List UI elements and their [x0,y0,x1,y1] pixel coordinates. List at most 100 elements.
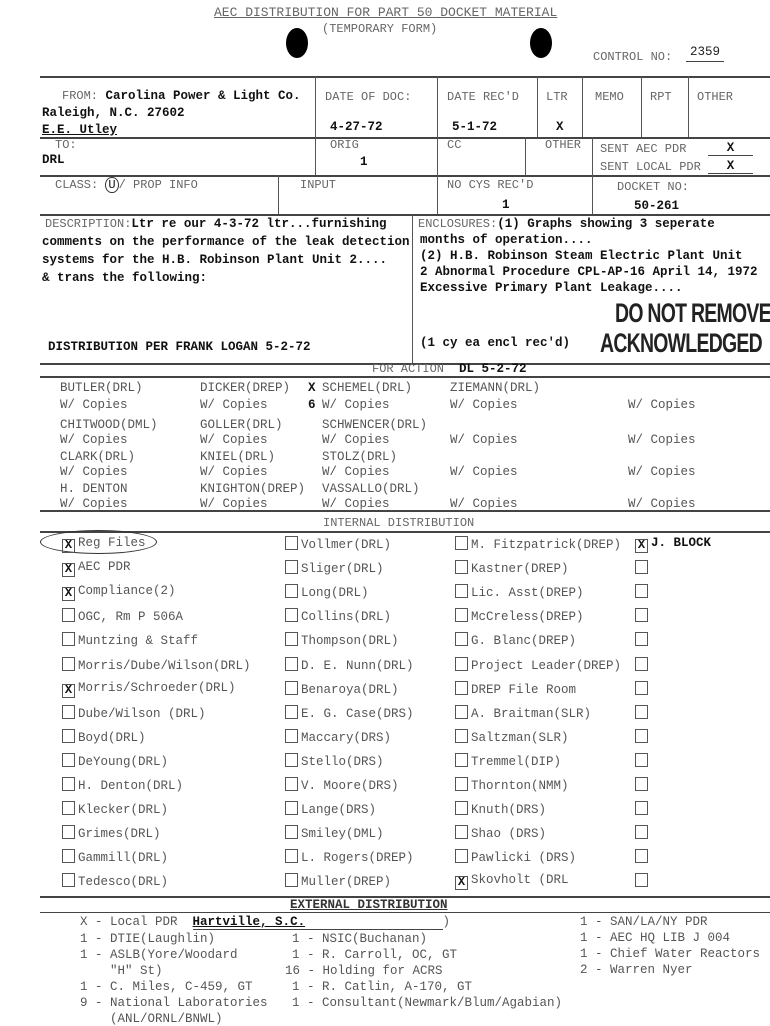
internal-recipient[interactable]: H. Denton(DRL) [62,777,183,793]
checkbox[interactable] [285,801,298,816]
internal-recipient[interactable]: Muller(DREP) [285,873,391,889]
checkbox[interactable]: X [62,539,75,553]
internal-recipient[interactable]: Collins(DRL) [285,608,391,624]
checkbox[interactable] [455,752,468,767]
checkbox[interactable] [62,632,75,647]
internal-recipient[interactable]: X Compliance(2) [62,584,176,602]
internal-recipient[interactable]: A. Braitman(SLR) [455,704,591,721]
internal-recipient[interactable]: McCreless(DREP) [455,608,584,624]
checkbox[interactable] [455,849,468,864]
checkbox[interactable] [635,728,648,743]
checkbox[interactable] [455,704,468,719]
checkbox[interactable] [285,608,298,623]
checkbox[interactable] [635,752,648,767]
checkbox[interactable] [455,536,468,550]
internal-recipient[interactable]: Benaroya(DRL) [285,680,399,697]
internal-recipient[interactable]: Tedesco(DRL) [62,873,168,889]
internal-recipient[interactable]: X Reg Files [62,536,146,553]
internal-recipient[interactable]: Long(DRL) [285,584,369,600]
internal-recipient[interactable] [635,656,651,673]
checkbox[interactable]: X [635,539,648,553]
checkbox[interactable] [635,608,648,623]
internal-recipient[interactable]: X Morris/Schroeder(DRL) [62,681,236,698]
internal-recipient[interactable] [635,873,651,889]
internal-recipient[interactable]: Lange(DRS) [285,801,376,817]
internal-recipient[interactable] [635,849,651,865]
internal-recipient[interactable]: Thornton(NMM) [455,777,569,793]
internal-recipient[interactable]: Klecker(DRL) [62,801,168,817]
internal-recipient[interactable]: V. Moore(DRS) [285,777,399,793]
checkbox[interactable] [285,728,298,743]
checkbox[interactable] [635,849,648,864]
internal-recipient[interactable]: Tremmel(DIP) [455,752,561,769]
internal-recipient[interactable] [635,584,651,600]
checkbox[interactable] [62,656,75,671]
checkbox[interactable]: X [455,876,468,891]
checkbox[interactable] [285,536,298,550]
internal-recipient[interactable] [635,608,651,624]
internal-recipient[interactable] [635,728,651,745]
checkbox[interactable] [455,728,468,743]
checkbox[interactable] [285,873,298,888]
internal-recipient[interactable]: Pawlicki (DRS) [455,849,576,865]
checkbox[interactable] [635,632,648,647]
internal-recipient[interactable]: Vollmer(DRL) [285,536,391,552]
internal-recipient[interactable]: Sliger(DRL) [285,560,384,576]
internal-recipient[interactable]: L. Rogers(DREP) [285,849,414,865]
internal-recipient[interactable]: Maccary(DRS) [285,728,391,745]
internal-recipient[interactable]: D. E. Nunn(DRL) [285,656,414,673]
checkbox[interactable] [455,801,468,816]
internal-recipient[interactable] [635,801,651,817]
checkbox[interactable] [455,825,468,840]
checkbox[interactable] [62,728,75,743]
checkbox[interactable] [455,777,468,791]
checkbox[interactable]: X [62,683,75,698]
checkbox[interactable] [455,584,468,599]
checkbox[interactable] [285,752,298,767]
checkbox[interactable] [62,608,75,623]
checkbox[interactable] [635,873,648,888]
checkbox[interactable] [62,777,75,791]
checkbox[interactable] [62,704,75,719]
internal-recipient[interactable]: DREP File Room [455,680,576,697]
checkbox[interactable] [62,825,75,840]
checkbox[interactable] [635,801,648,816]
checkbox[interactable]: X [62,563,75,578]
checkbox[interactable] [285,825,298,840]
internal-recipient[interactable]: Project Leader(DREP) [455,656,621,673]
checkbox[interactable] [285,849,298,864]
internal-recipient[interactable]: Saltzman(SLR) [455,728,569,745]
internal-recipient[interactable]: X J. BLOCK [635,536,711,553]
checkbox[interactable] [285,777,298,791]
internal-recipient[interactable]: Gammill(DRL) [62,849,168,865]
internal-recipient[interactable]: Thompson(DRL) [285,632,399,648]
internal-recipient[interactable]: Grimes(DRL) [62,825,161,841]
checkbox[interactable] [285,584,298,599]
internal-recipient[interactable] [635,752,651,769]
internal-recipient[interactable] [635,704,651,721]
checkbox[interactable] [62,873,75,888]
checkbox[interactable] [285,560,298,575]
checkbox[interactable] [635,825,648,840]
internal-recipient[interactable]: DeYoung(DRL) [62,752,168,769]
checkbox[interactable] [635,704,648,719]
checkbox[interactable] [285,704,298,719]
internal-recipient[interactable] [635,632,651,648]
checkbox[interactable] [635,584,648,599]
internal-recipient[interactable]: Knuth(DRS) [455,801,546,817]
internal-recipient[interactable]: M. Fitzpatrick(DREP) [455,536,621,552]
internal-recipient[interactable] [635,777,651,793]
internal-recipient[interactable]: Shao (DRS) [455,825,546,841]
internal-recipient[interactable]: X AEC PDR [62,560,131,578]
checkbox[interactable] [285,656,298,671]
checkbox[interactable] [635,560,648,575]
internal-recipient[interactable]: Lic. Asst(DREP) [455,584,584,600]
checkbox[interactable] [285,680,298,695]
checkbox[interactable]: X [62,587,75,602]
internal-recipient[interactable]: Morris/Dube/Wilson(DRL) [62,656,251,673]
internal-recipient[interactable] [635,560,651,576]
internal-recipient[interactable] [635,825,651,841]
checkbox[interactable] [635,680,648,695]
internal-recipient[interactable]: Muntzing & Staff [62,632,198,648]
internal-recipient[interactable]: OGC, Rm P 506A [62,608,183,624]
